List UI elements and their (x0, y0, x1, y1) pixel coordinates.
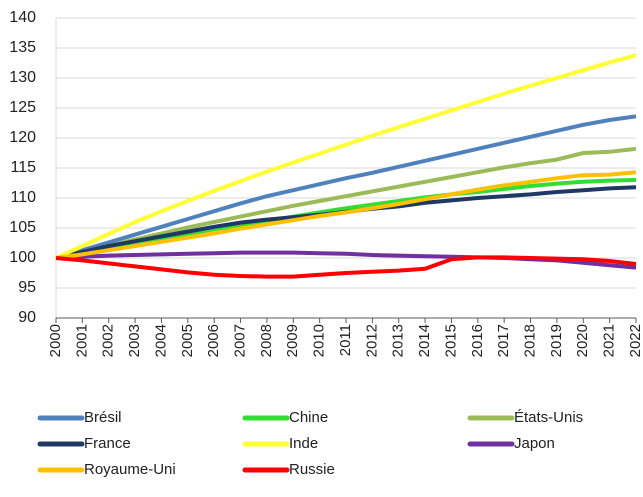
y-tick-label: 110 (10, 189, 36, 206)
legend-item: France (37, 435, 131, 452)
x-tick-label: 2013 (390, 324, 407, 357)
y-tick-label: 140 (9, 9, 36, 26)
legend-item: Russie (242, 461, 335, 478)
x-tick-label: 2009 (284, 324, 301, 357)
x-tick-label: 2022 (627, 324, 643, 357)
x-tick-label: 2004 (152, 324, 169, 357)
legend-label: Inde (289, 435, 318, 452)
x-tick-label: 2011 (337, 324, 354, 356)
x-tick-label: 2014 (416, 324, 433, 357)
series-line (55, 53, 637, 260)
x-tick-label: 2003 (126, 324, 143, 357)
x-tick-label: 2010 (311, 324, 328, 357)
y-tick-label: 90 (18, 309, 36, 326)
legend-item: Royaume-Uni (37, 461, 176, 478)
legend-label: États-Unis (514, 409, 583, 426)
y-tick-label: 130 (9, 69, 36, 86)
x-tick-label: 2016 (469, 324, 486, 357)
y-tick-label: 135 (9, 39, 36, 56)
x-tick-label: 2006 (205, 324, 222, 357)
legend-item: Japon (467, 435, 555, 452)
y-tick-label: 105 (9, 219, 36, 236)
x-tick-label: 2001 (73, 324, 90, 357)
y-tick-label: 125 (9, 99, 36, 116)
series-line (55, 255, 637, 279)
x-tick-label: 2021 (601, 324, 618, 357)
x-tick-label: 2002 (100, 324, 117, 357)
x-tick-label: 2012 (363, 324, 380, 357)
series-line (55, 114, 637, 260)
y-tick-label: 100 (9, 249, 36, 266)
x-tick-label: 2008 (258, 324, 275, 357)
y-tick-label: 95 (18, 279, 36, 296)
y-tick-label: 120 (9, 129, 36, 146)
x-tick-label: 2019 (548, 324, 565, 357)
x-tick-label: 2005 (179, 324, 196, 357)
x-tick-label: 2018 (522, 324, 539, 357)
y-tick-label: 115 (10, 159, 36, 176)
series-line (55, 146, 637, 260)
legend-item: Chine (242, 409, 328, 426)
x-tick-label: 2017 (495, 324, 512, 357)
legend-label: Russie (289, 461, 335, 478)
x-tick-label: 2020 (574, 324, 591, 357)
legend-label: Royaume-Uni (84, 461, 176, 478)
series-line (55, 170, 637, 260)
x-tick-label: 2000 (47, 324, 64, 357)
series-line (55, 178, 637, 260)
legend-label: France (84, 435, 131, 452)
legend-item: Inde (242, 435, 318, 452)
legend-item: États-Unis (467, 409, 583, 426)
legend-label: Brésil (84, 409, 122, 426)
legend-label: Japon (514, 435, 555, 452)
x-tick-label: 2007 (232, 324, 249, 357)
x-tick-label: 2015 (442, 324, 459, 357)
legend-item: Brésil (37, 409, 122, 426)
legend-label: Chine (289, 409, 328, 426)
